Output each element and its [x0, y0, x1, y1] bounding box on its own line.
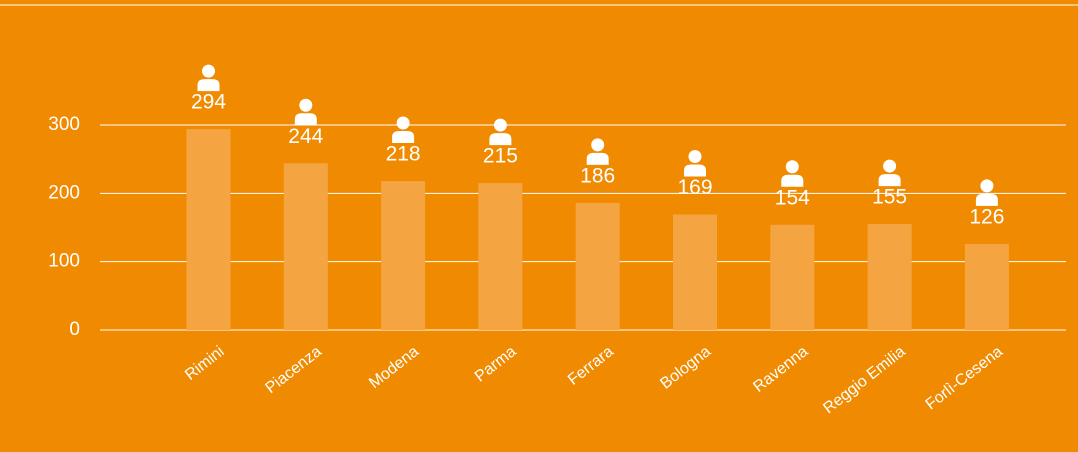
bar: [381, 181, 426, 330]
value-label: 294: [191, 91, 226, 114]
icon-head: [688, 150, 702, 164]
value-label: 244: [288, 125, 323, 148]
person-icon: [684, 150, 706, 177]
icon-head: [202, 64, 215, 78]
value-label: 155: [872, 186, 907, 209]
bar: [673, 214, 717, 330]
value-label: 126: [969, 205, 1004, 228]
bar: [186, 129, 231, 330]
bar: [770, 224, 815, 330]
icon-body: [781, 174, 804, 187]
icon-head: [883, 159, 897, 173]
y-tick-label: 0: [69, 319, 80, 340]
person-icon: [197, 64, 220, 92]
icon-body: [878, 174, 901, 187]
icon-head: [396, 116, 410, 130]
icon-body: [684, 164, 706, 177]
icon-body: [197, 79, 220, 92]
person-icon: [878, 159, 901, 187]
person-icon: [975, 179, 998, 206]
icon-body: [975, 193, 998, 206]
icon-body: [294, 113, 317, 126]
value-label: 154: [775, 186, 810, 209]
bar: [575, 202, 620, 330]
person-icon: [781, 160, 804, 187]
bar: [964, 243, 1009, 330]
person-icon: [586, 138, 609, 165]
icon-head: [980, 179, 994, 193]
value-label: 215: [483, 145, 518, 168]
person-icon: [294, 98, 317, 126]
value-label: 186: [580, 164, 615, 187]
icon-head: [591, 138, 605, 152]
bar: [478, 183, 523, 330]
person-icon: [489, 118, 512, 146]
value-label: 218: [386, 143, 421, 166]
icon-head: [299, 98, 313, 112]
bar: [283, 163, 328, 330]
bar: [867, 224, 912, 330]
y-tick-label: 300: [48, 114, 80, 135]
value-label: 169: [677, 176, 712, 199]
person-icon: [392, 116, 415, 144]
icon-body: [489, 133, 512, 146]
icon-head: [493, 118, 507, 132]
icon-head: [785, 160, 799, 174]
icon-body: [392, 131, 415, 144]
y-tick-label: 100: [48, 251, 80, 272]
icon-body: [586, 152, 609, 165]
y-tick-label: 200: [48, 182, 80, 203]
